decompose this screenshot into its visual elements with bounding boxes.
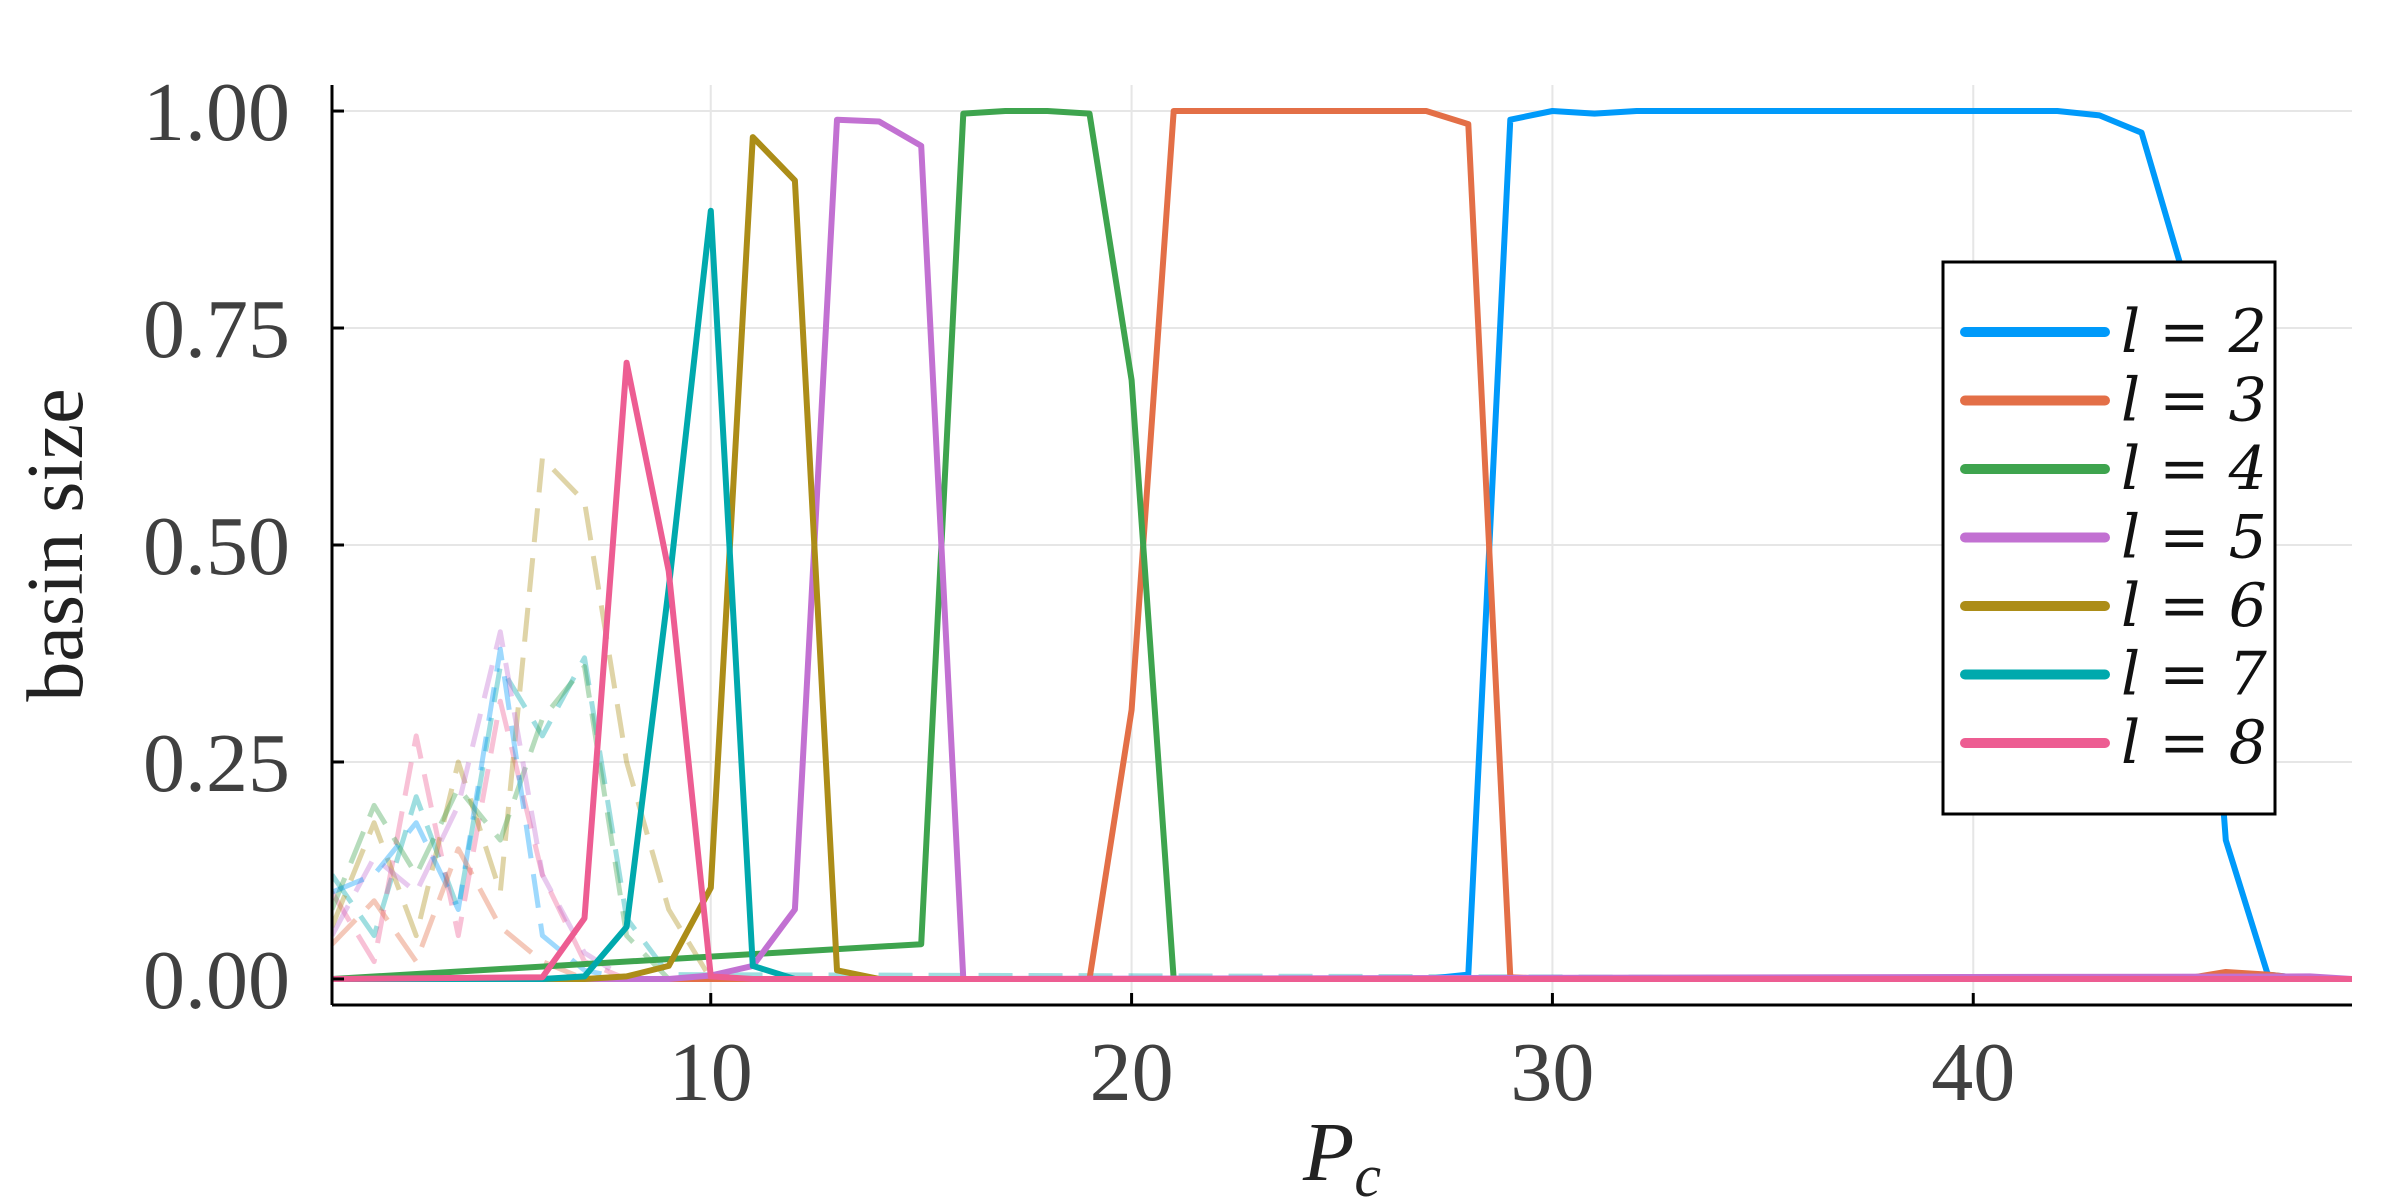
legend-label: l = 7 [2121, 640, 2268, 710]
y-tick-label: 1.00 [143, 66, 290, 159]
legend-label: l = 6 [2121, 571, 2267, 641]
x-tick-label: 40 [1931, 1026, 2015, 1119]
faded-series-line [332, 655, 2352, 982]
faded-series-line [332, 698, 2352, 982]
series-line-l-8 [332, 359, 2352, 982]
x-axis-title: Pc [1302, 1106, 1381, 1200]
legend-label: l = 8 [2121, 708, 2267, 778]
y-tick-label: 0.00 [143, 934, 290, 1027]
series-line-l-4 [332, 108, 2352, 982]
axes [330, 85, 2352, 1007]
x-tick-label: 10 [669, 1026, 753, 1119]
faded-series-line [332, 846, 2352, 982]
legend-label: l = 5 [2121, 503, 2267, 573]
legend-label: l = 2 [2121, 297, 2267, 367]
legend-label: l = 3 [2121, 366, 2267, 436]
series-line-l-6 [332, 134, 2352, 982]
y-tick-label: 0.75 [143, 283, 290, 376]
legend: l = 2l = 3l = 4l = 5l = 6l = 7l = 8 [1941, 260, 2277, 816]
x-tick-label: 30 [1510, 1026, 1594, 1119]
legend-label: l = 4 [2121, 434, 2267, 504]
faded-series-line [332, 646, 2352, 982]
faded-series-line [332, 664, 2352, 982]
series-lines [332, 108, 2352, 982]
y-axis-title: basin size [12, 388, 100, 701]
faded-dashed-series [332, 455, 2352, 982]
x-axis-title-main: P [1302, 1106, 1354, 1199]
x-tick-label: 20 [1090, 1026, 1174, 1119]
faded-series-line [332, 629, 2352, 982]
tick-labels: 10 20 30 40 0.00 0.25 0.50 0.75 1.00 [143, 66, 2015, 1119]
y-tick-label: 0.50 [143, 500, 290, 593]
axis-titles: Pc basin size [12, 388, 1381, 1200]
x-axis-title-subscript: c [1354, 1143, 1381, 1200]
y-tick-label: 0.25 [143, 717, 290, 810]
